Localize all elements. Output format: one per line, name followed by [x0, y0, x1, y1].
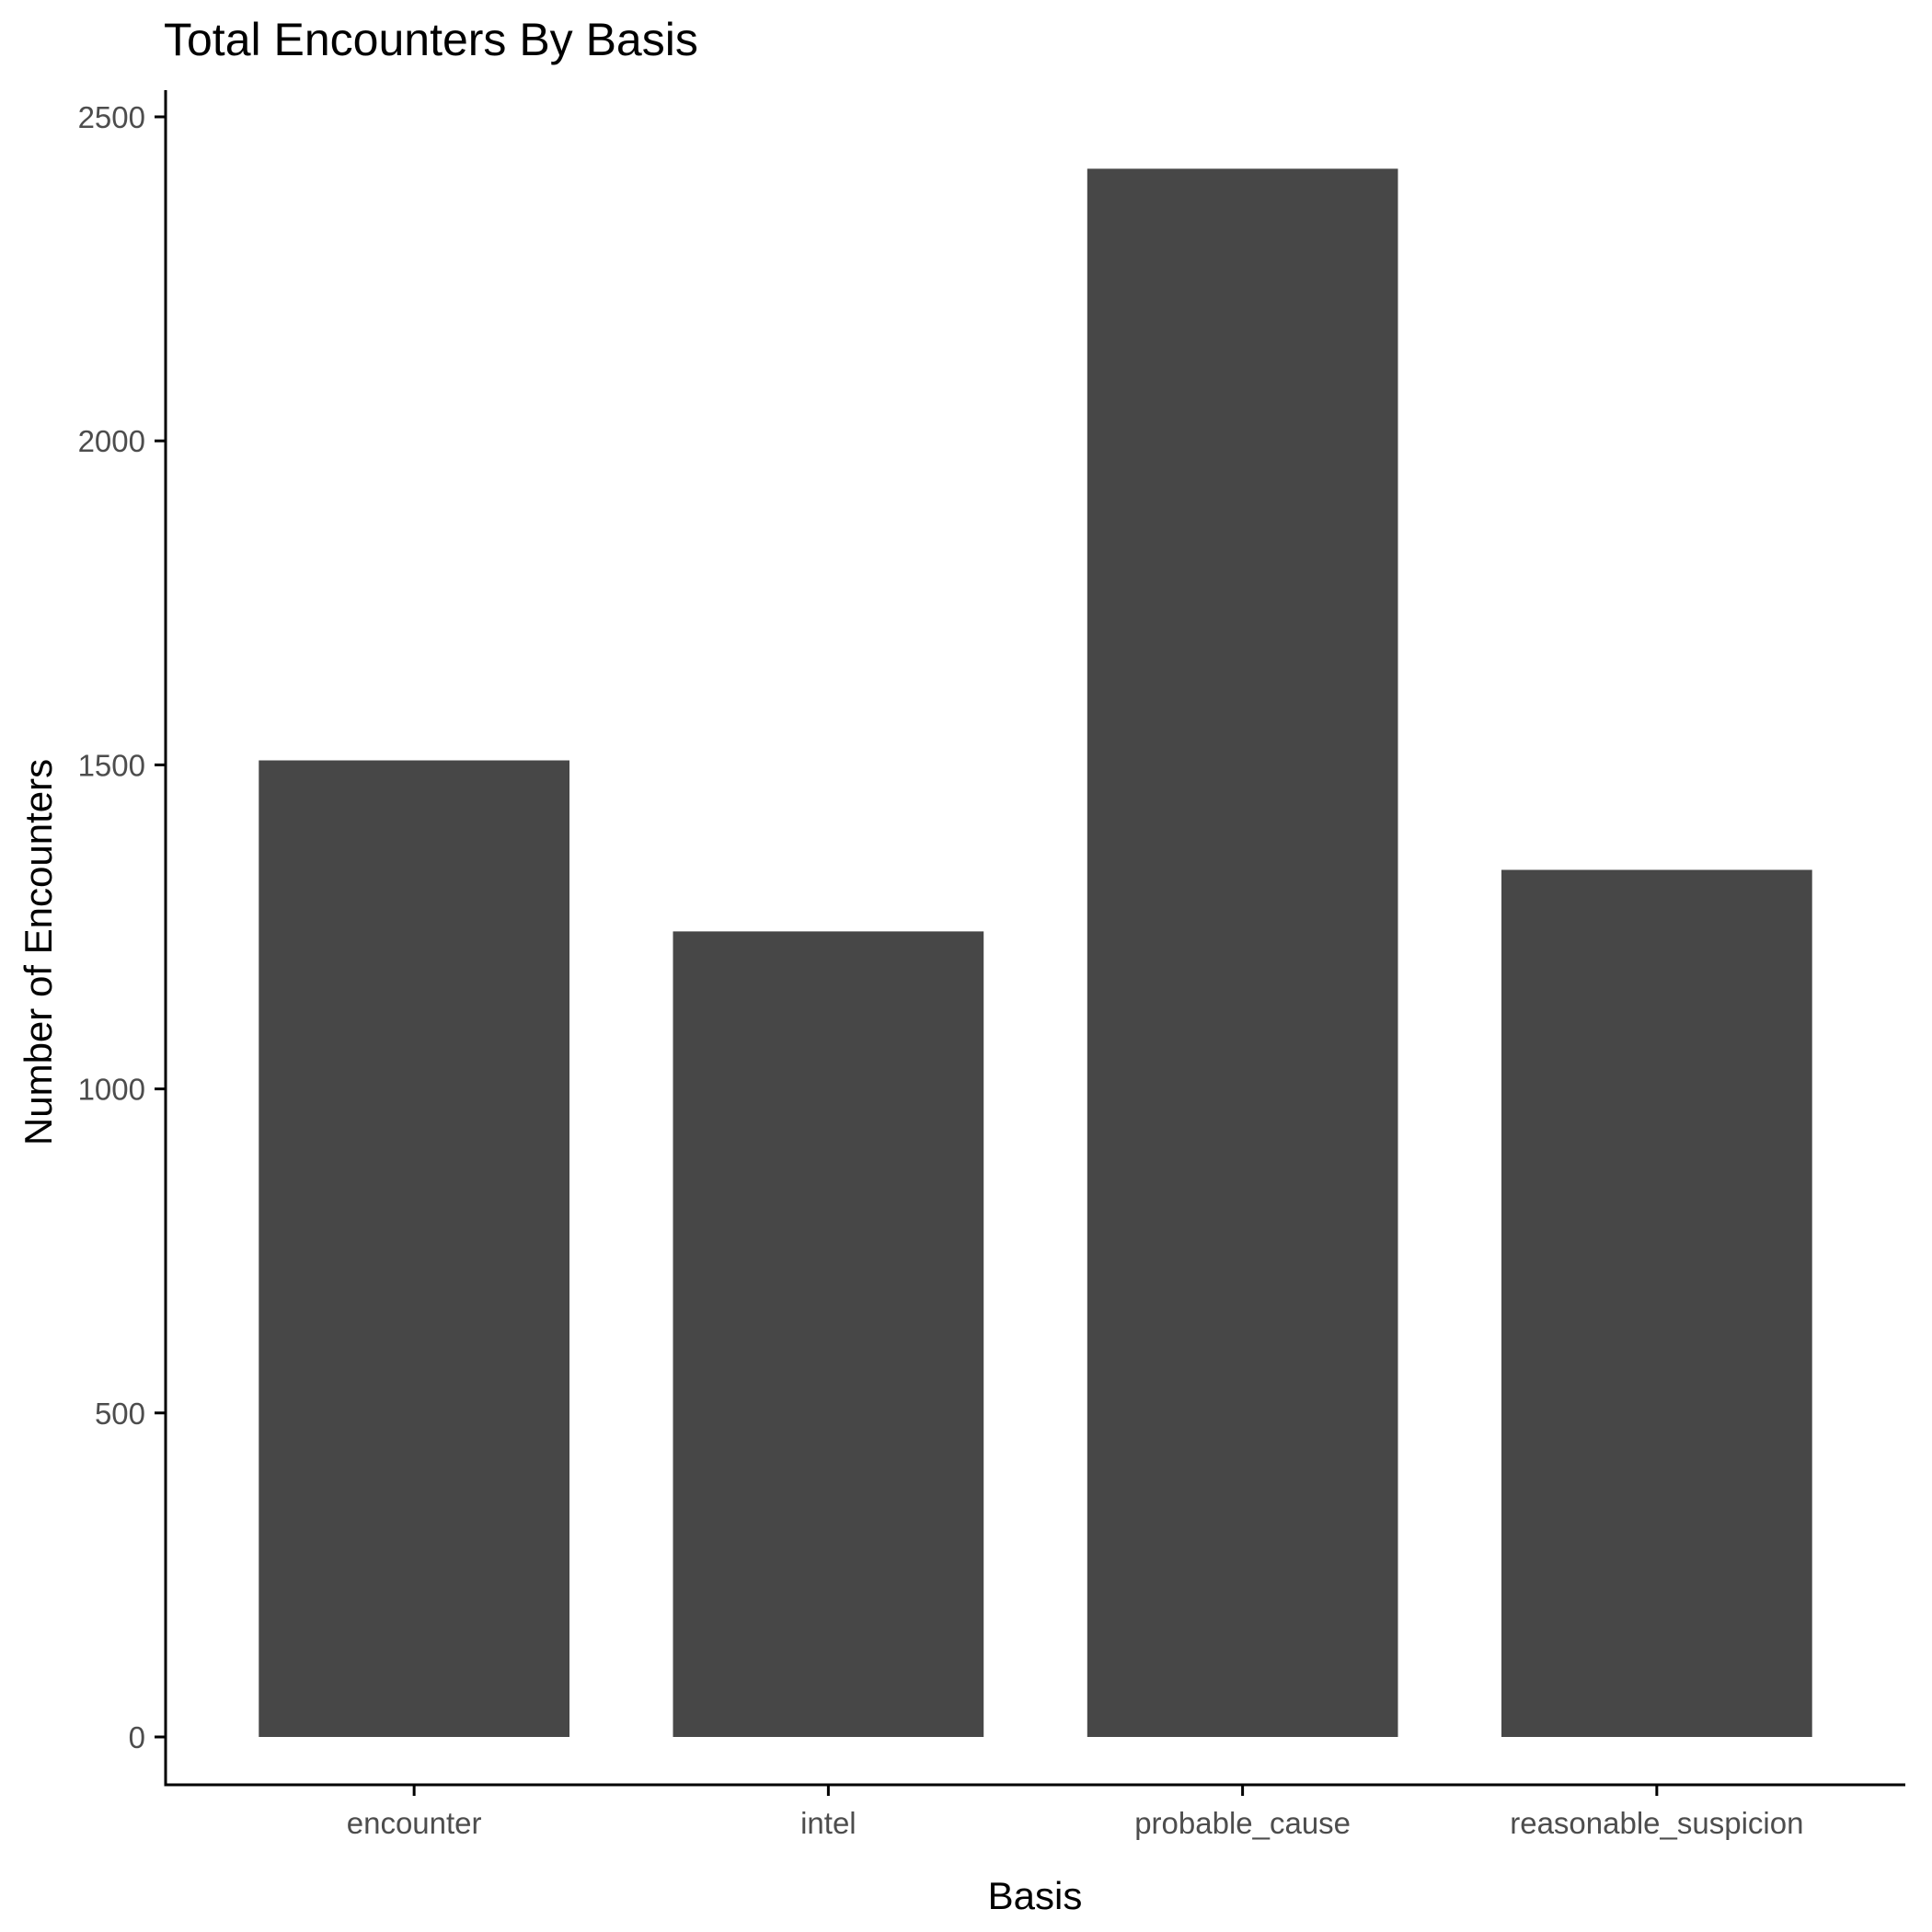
- y-tick-label: 0: [129, 1720, 145, 1754]
- chart-title: Total Encounters By Basis: [164, 14, 698, 65]
- x-tick-label: intel: [800, 1806, 857, 1840]
- y-tick-label: 1500: [78, 748, 145, 782]
- bar-encounter: [259, 760, 569, 1737]
- x-axis-title: Basis: [988, 1874, 1083, 1917]
- bar-reasonable-suspicion: [1501, 869, 1812, 1737]
- bar-intel: [673, 931, 984, 1737]
- y-tick-label: 1000: [78, 1073, 145, 1107]
- y-axis-ticks: 0 500 1000 1500 2000 2500: [78, 100, 166, 1754]
- bar-probable-cause: [1087, 168, 1398, 1737]
- y-axis-title: Number of Encounters: [17, 759, 60, 1145]
- bars-group: [259, 168, 1812, 1737]
- x-tick-label: probable_cause: [1134, 1806, 1351, 1840]
- x-axis-ticks: encounter intel probable_cause reasonable_s…: [347, 1785, 1803, 1840]
- y-tick-label: 500: [95, 1397, 145, 1431]
- x-tick-label: encounter: [347, 1806, 482, 1840]
- y-tick-label: 2500: [78, 100, 145, 134]
- x-tick-label: reasonable_suspicion: [1510, 1806, 1803, 1840]
- y-tick-label: 2000: [78, 424, 145, 458]
